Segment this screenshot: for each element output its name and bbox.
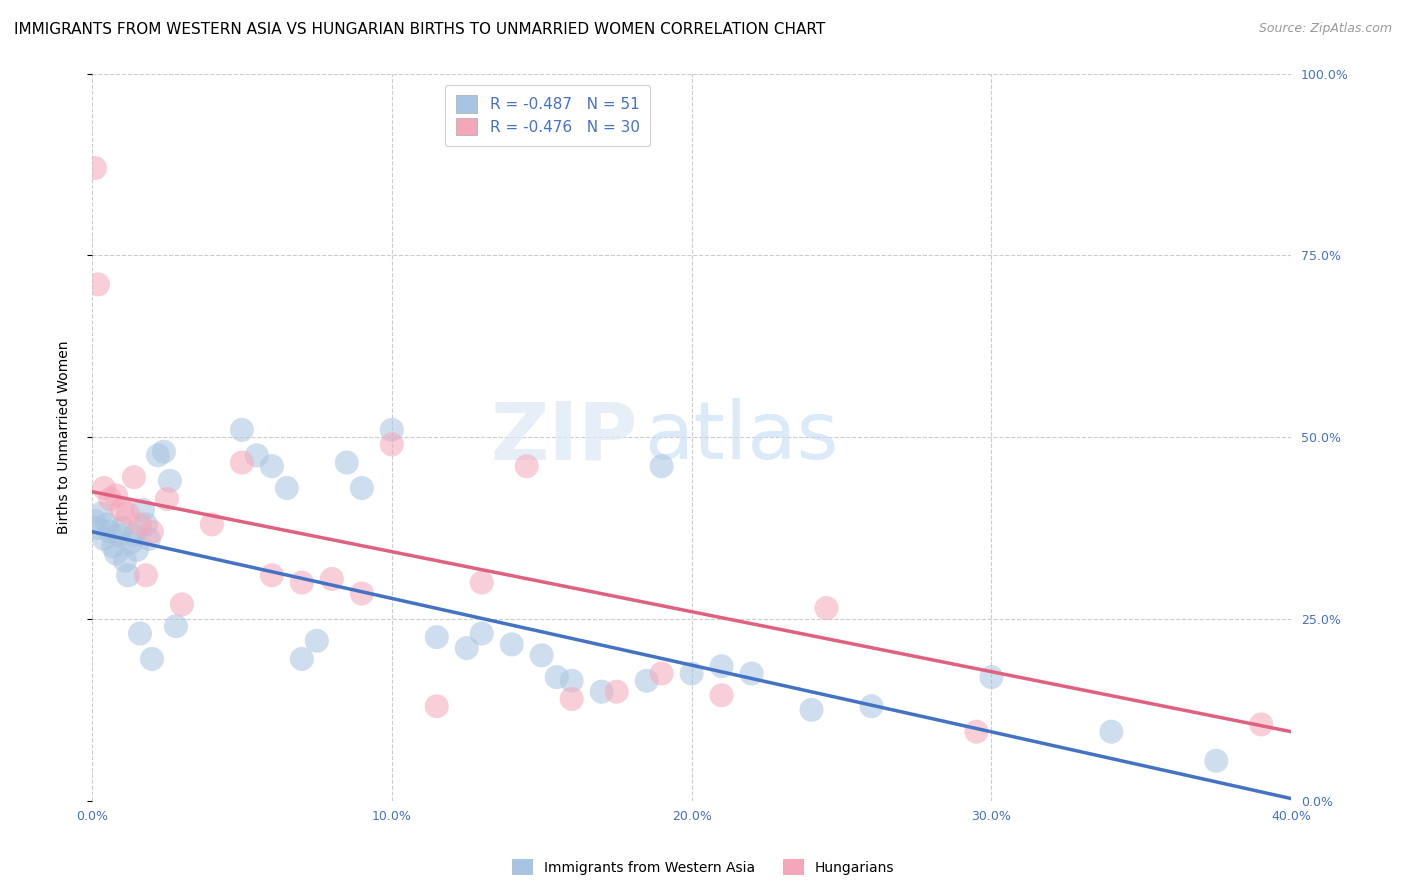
- Point: [114, 554, 136, 568]
- Point: [138, 532, 160, 546]
- Point: [122, 528, 145, 542]
- Point: [651, 666, 673, 681]
- Point: [681, 666, 703, 681]
- Point: [516, 459, 538, 474]
- Point: [84, 514, 107, 528]
- Point: [471, 575, 494, 590]
- Point: [1205, 754, 1227, 768]
- Point: [141, 524, 163, 539]
- Point: [129, 626, 152, 640]
- Text: IMMIGRANTS FROM WESTERN ASIA VS HUNGARIAN BIRTHS TO UNMARRIED WOMEN CORRELATION : IMMIGRANTS FROM WESTERN ASIA VS HUNGARIA…: [14, 22, 825, 37]
- Point: [350, 586, 373, 600]
- Point: [141, 652, 163, 666]
- Point: [111, 521, 134, 535]
- Point: [108, 528, 131, 542]
- Point: [321, 572, 343, 586]
- Point: [591, 684, 613, 698]
- Point: [800, 703, 823, 717]
- Point: [117, 507, 139, 521]
- Point: [381, 437, 404, 451]
- Point: [101, 539, 124, 553]
- Legend: Immigrants from Western Asia, Hungarians: Immigrants from Western Asia, Hungarians: [506, 854, 900, 880]
- Point: [291, 575, 314, 590]
- Text: atlas: atlas: [644, 398, 838, 476]
- Point: [501, 637, 523, 651]
- Point: [426, 630, 449, 644]
- Point: [1099, 724, 1122, 739]
- Point: [84, 161, 107, 175]
- Point: [710, 659, 733, 673]
- Point: [636, 673, 658, 688]
- Point: [105, 547, 128, 561]
- Point: [156, 491, 179, 506]
- Point: [129, 517, 152, 532]
- Point: [122, 470, 145, 484]
- Point: [96, 517, 118, 532]
- Text: ZIP: ZIP: [491, 398, 638, 476]
- Point: [606, 684, 628, 698]
- Point: [305, 633, 328, 648]
- Point: [87, 277, 110, 292]
- Point: [132, 503, 155, 517]
- Point: [456, 640, 478, 655]
- Point: [135, 517, 157, 532]
- Y-axis label: Births to Unmarried Women: Births to Unmarried Women: [58, 341, 72, 534]
- Point: [146, 448, 169, 462]
- Point: [201, 517, 224, 532]
- Point: [246, 448, 269, 462]
- Point: [260, 459, 283, 474]
- Point: [651, 459, 673, 474]
- Point: [90, 507, 112, 521]
- Point: [135, 568, 157, 582]
- Point: [860, 699, 883, 714]
- Point: [165, 619, 187, 633]
- Point: [276, 481, 298, 495]
- Point: [125, 542, 148, 557]
- Text: Source: ZipAtlas.com: Source: ZipAtlas.com: [1258, 22, 1392, 36]
- Point: [260, 568, 283, 582]
- Point: [980, 670, 1002, 684]
- Point: [1250, 717, 1272, 731]
- Point: [87, 521, 110, 535]
- Point: [336, 456, 359, 470]
- Point: [546, 670, 568, 684]
- Legend: R = -0.487   N = 51, R = -0.476   N = 30: R = -0.487 N = 51, R = -0.476 N = 30: [446, 85, 650, 146]
- Point: [471, 626, 494, 640]
- Point: [530, 648, 553, 663]
- Point: [231, 456, 253, 470]
- Point: [561, 692, 583, 706]
- Point: [153, 444, 176, 458]
- Point: [561, 673, 583, 688]
- Point: [159, 474, 181, 488]
- Point: [98, 524, 121, 539]
- Point: [291, 652, 314, 666]
- Point: [170, 598, 193, 612]
- Point: [381, 423, 404, 437]
- Point: [117, 568, 139, 582]
- Point: [93, 532, 115, 546]
- Point: [741, 666, 763, 681]
- Point: [105, 488, 128, 502]
- Point: [710, 688, 733, 702]
- Point: [815, 601, 838, 615]
- Point: [426, 699, 449, 714]
- Point: [965, 724, 987, 739]
- Point: [98, 491, 121, 506]
- Point: [350, 481, 373, 495]
- Point: [93, 481, 115, 495]
- Point: [111, 503, 134, 517]
- Point: [231, 423, 253, 437]
- Point: [120, 535, 142, 549]
